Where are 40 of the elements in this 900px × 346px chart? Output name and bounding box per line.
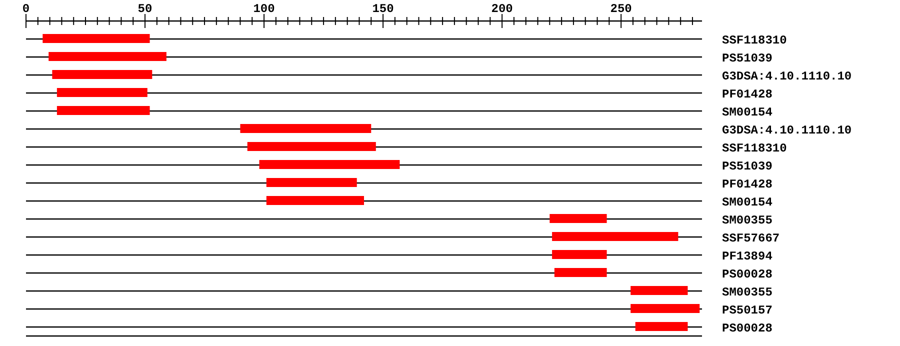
bar [552,250,607,259]
y-tick-label: PF13894 [722,249,772,264]
bar [630,304,700,313]
y-tick-label: SM00154 [722,195,772,210]
bar [52,70,152,79]
bar [247,142,376,151]
bar [630,286,688,295]
y-tick-label: PF01428 [722,87,772,102]
y-tick-label: PS51039 [722,159,772,174]
x-tick-label: 250 [610,2,632,16]
y-tick-label: SM00355 [722,285,772,300]
bar [554,268,607,277]
bar [42,34,150,43]
bar [56,106,150,115]
bar [240,124,372,133]
bar [552,232,678,241]
x-tick-label: 200 [491,2,513,16]
y-tick-label: SM00154 [722,105,772,120]
bar [550,214,607,223]
x-tick-label: 100 [253,2,275,16]
y-tick-label: PS50157 [722,303,772,318]
y-tick-label: SSF57667 [722,231,780,246]
x-tick-label: 50 [138,2,152,16]
y-tick-label: G3DSA:4.10.1110.10 [722,123,852,138]
x-tick-label: 150 [372,2,394,16]
y-tick-label: SSF118310 [722,141,787,156]
bar [266,196,364,205]
y-tick-label: SSF118310 [722,33,787,48]
y-tick-label: G3DSA:4.10.1110.10 [722,69,852,84]
y-tick-label: PF01428 [722,177,772,192]
y-tick-label: PS51039 [722,51,772,66]
bar [266,178,357,187]
bar [259,160,400,169]
y-tick-label: PS00028 [722,321,772,336]
bar [56,88,148,97]
bar [635,322,688,331]
bar [48,52,166,61]
x-tick-label: 0 [22,2,30,16]
y-tick-label: PS00028 [722,267,772,282]
y-tick-label: SM00355 [722,213,772,228]
